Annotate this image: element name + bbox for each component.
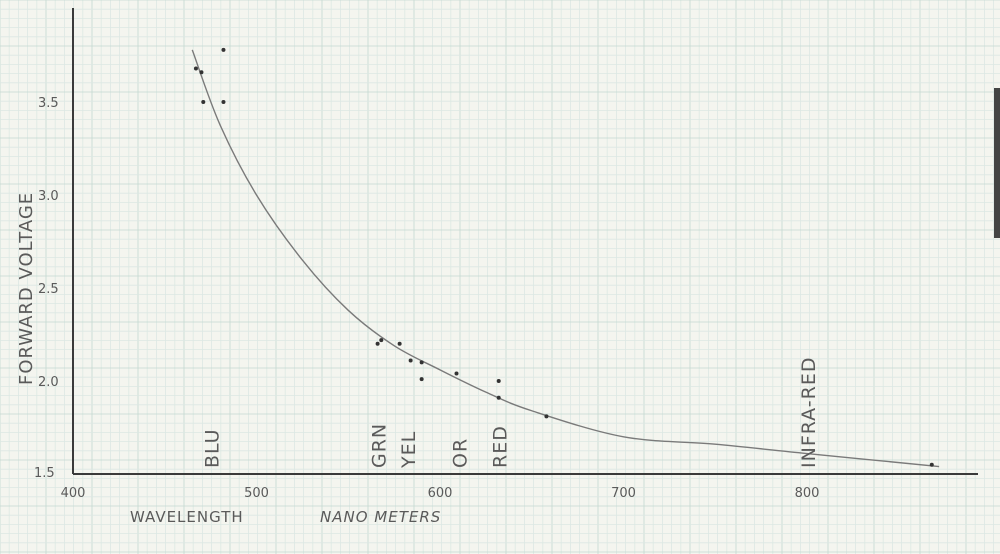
color-label: INFRA-RED [798, 357, 820, 468]
x-tick-label: 700 [611, 486, 636, 501]
x-axis-label: WAVELENGTH [130, 508, 244, 526]
data-point [199, 70, 204, 75]
y-tick-label: 2.5 [38, 282, 59, 297]
x-tick-label: 500 [244, 486, 269, 501]
x-tick-label: 400 [61, 486, 86, 501]
color-label: YEL [398, 431, 420, 469]
page-edge-mark [994, 88, 1000, 238]
color-label: RED [490, 425, 512, 468]
color-label: GRN [369, 423, 391, 468]
data-point [379, 338, 384, 343]
data-point [496, 395, 501, 400]
x-axis-unit: NANO METERS [320, 508, 441, 526]
data-point [454, 371, 459, 376]
y-axis-label: FORWARD VOLTAGE [16, 192, 37, 385]
data-point [397, 341, 402, 346]
data-point [496, 379, 501, 383]
color-labels: BLU GRN YEL OR RED INFRA-RED [202, 357, 820, 469]
y-tick-label: 3.5 [38, 96, 59, 111]
data-point [419, 360, 424, 365]
x-tick-label: 800 [795, 486, 820, 501]
data-point [221, 100, 226, 104]
data-point [201, 100, 206, 104]
x-tick-label: 600 [428, 486, 453, 501]
data-point [419, 377, 424, 382]
y-tick-label: 3.0 [38, 189, 59, 204]
color-label: OR [449, 438, 471, 468]
data-point [193, 66, 198, 71]
data-point [544, 414, 549, 419]
x-tick-labels: 400 500 600 700 800 [61, 486, 820, 501]
color-label: BLU [202, 428, 224, 468]
fit-curve [191, 49, 940, 468]
axes [72, 8, 978, 475]
data-point [408, 358, 413, 363]
data-point [929, 462, 934, 467]
y-tick-label: 2.0 [38, 375, 59, 390]
y-tick-label: 1.5 [34, 466, 55, 481]
y-tick-labels: 1.5 2.0 2.5 3.0 3.5 [34, 96, 59, 481]
data-point [221, 47, 226, 52]
data-points [193, 47, 934, 467]
data-point [375, 341, 380, 346]
